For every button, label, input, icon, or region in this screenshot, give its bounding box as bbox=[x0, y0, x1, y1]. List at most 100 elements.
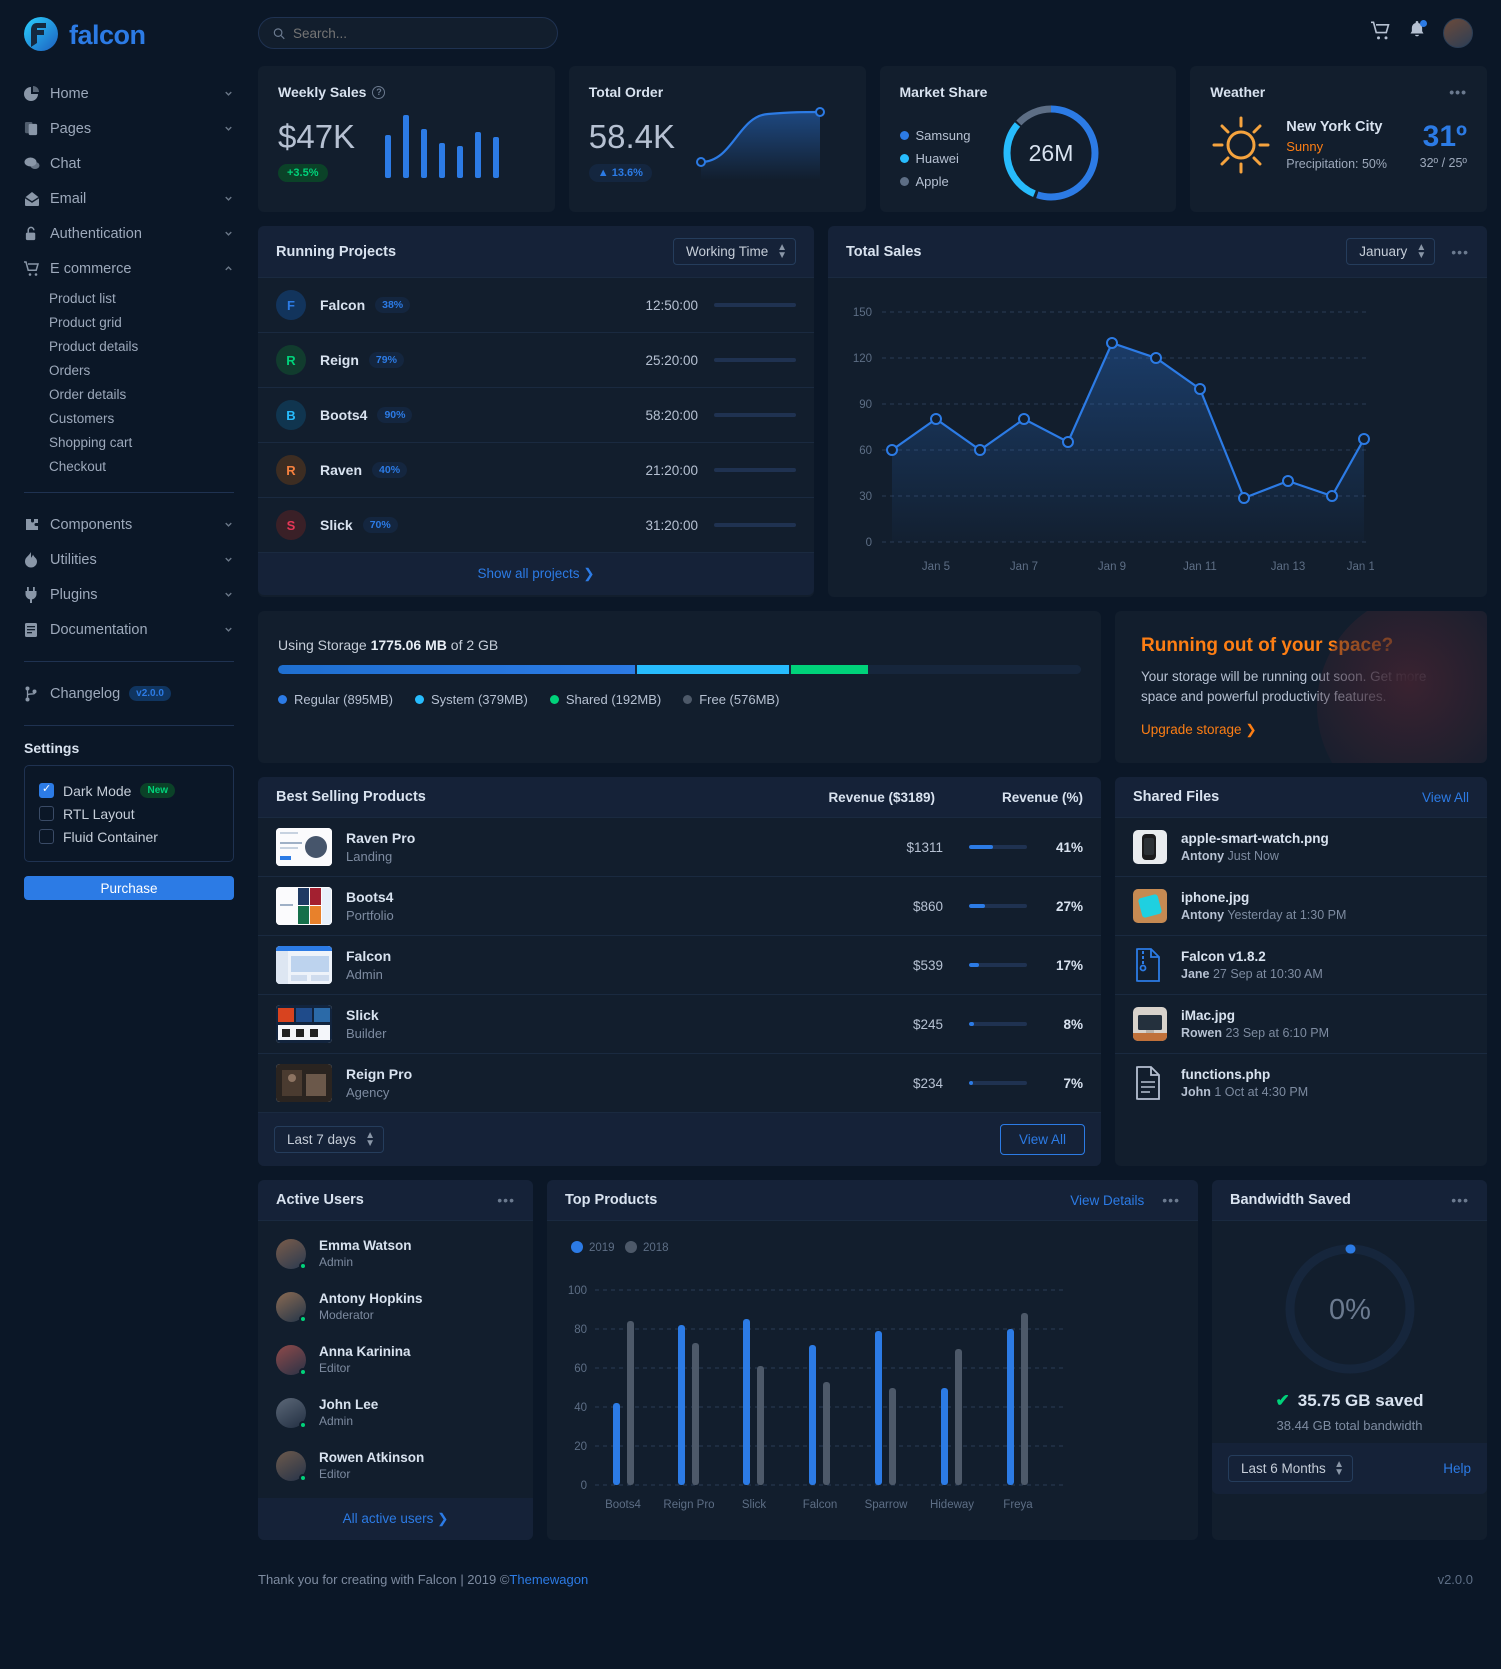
sidebar-subitem-orders[interactable]: Orders bbox=[49, 362, 91, 378]
month-filter[interactable]: January ▲ ▼ bbox=[1346, 238, 1436, 265]
setting-fluid-container[interactable]: Fluid Container bbox=[39, 825, 219, 848]
bandwidth-range-filter[interactable]: Last 6 Months ▲ ▼ bbox=[1228, 1455, 1353, 1483]
table-row[interactable]: Falcon Admin $539 17% bbox=[258, 936, 1101, 996]
month-select[interactable]: January bbox=[1346, 238, 1436, 265]
list-item[interactable]: iphone.jpg Antony Yesterday at 1:30 PM bbox=[1115, 877, 1487, 937]
view-details-link[interactable]: View Details bbox=[1070, 1192, 1145, 1208]
upgrade-storage-link[interactable]: Upgrade storage ❯ bbox=[1141, 722, 1257, 738]
show-all-projects-link[interactable]: Show all projects ❯ bbox=[477, 566, 595, 581]
cart-icon[interactable] bbox=[1371, 20, 1391, 46]
sidebar-item-home[interactable]: Home bbox=[24, 76, 234, 111]
checkbox-checked-icon[interactable] bbox=[39, 782, 54, 798]
setting-rtl-layout[interactable]: RTL Layout bbox=[39, 802, 219, 825]
project-avatar: B bbox=[276, 400, 306, 430]
checkbox-icon[interactable] bbox=[39, 806, 54, 821]
branch-icon bbox=[24, 686, 50, 702]
active-users-menu-icon[interactable]: ••• bbox=[497, 1192, 515, 1209]
themewagon-link[interactable]: Themewagon bbox=[509, 1572, 589, 1588]
date-range-select[interactable]: Last 7 days bbox=[274, 1126, 384, 1154]
sidebar-subitem-checkout[interactable]: Checkout bbox=[49, 458, 107, 474]
table-row[interactable]: Boots4 Portfolio $860 27% bbox=[258, 877, 1101, 937]
list-item[interactable]: Emma Watson Admin bbox=[258, 1227, 533, 1280]
avatar[interactable] bbox=[1443, 18, 1473, 48]
sidebar-item-ecommerce[interactable]: E commerce bbox=[24, 251, 234, 286]
sidebar-subitem-shopping-cart[interactable]: Shopping cart bbox=[49, 434, 133, 450]
sidebar-item-utilities[interactable]: Utilities bbox=[24, 542, 234, 577]
table-row[interactable]: R Raven 40% 21:20:00 bbox=[258, 443, 814, 498]
sidebar-item-email[interactable]: Email bbox=[24, 181, 234, 216]
help-icon[interactable]: ? bbox=[372, 85, 386, 99]
weather-menu-icon[interactable]: ••• bbox=[1449, 84, 1467, 100]
purchase-button[interactable]: Purchase bbox=[24, 876, 234, 900]
y-tick-90: 90 bbox=[859, 399, 872, 411]
file-owner: Jane bbox=[1181, 967, 1210, 982]
running-projects-card: Running Projects Working Time ▲ ▼ F Falco… bbox=[258, 226, 814, 597]
search-input[interactable] bbox=[293, 25, 543, 41]
setting-label: Dark Mode bbox=[63, 782, 132, 799]
sidebar-subitem-order-details[interactable]: Order details bbox=[49, 386, 127, 402]
progress-bar bbox=[714, 358, 796, 362]
sidebar-item-pages[interactable]: Pages bbox=[24, 111, 234, 146]
list-item[interactable]: Antony Hopkins Moderator bbox=[258, 1280, 533, 1333]
checkbox-icon[interactable] bbox=[39, 829, 54, 844]
list-item[interactable]: Rowen Atkinson Editor bbox=[258, 1439, 533, 1492]
table-row[interactable]: F Falcon 38% 12:50:00 bbox=[258, 278, 814, 333]
sidebar-subitem-product-list[interactable]: Product list bbox=[49, 290, 116, 306]
user-role: Admin bbox=[319, 1414, 354, 1429]
working-time-select[interactable]: Working Time bbox=[673, 238, 796, 265]
sidebar-item-components[interactable]: Components bbox=[24, 507, 234, 542]
table-row[interactable]: B Boots4 90% 58:20:00 bbox=[258, 388, 814, 443]
sidebar-item-authentication[interactable]: Authentication bbox=[24, 216, 234, 251]
table-row[interactable]: Reign Pro Agency $234 7% bbox=[258, 1054, 1101, 1114]
sidebar-subitem-product-details[interactable]: Product details bbox=[49, 338, 139, 354]
sidebar-subitem-product-grid[interactable]: Product grid bbox=[49, 314, 122, 330]
shared-files-view-all-link[interactable]: View All bbox=[1421, 789, 1469, 805]
x-tick-sparrow: Sparrow bbox=[865, 1499, 909, 1511]
table-row[interactable]: R Reign 79% 25:20:00 bbox=[258, 333, 814, 388]
table-row[interactable]: Raven Pro Landing $1311 41% bbox=[258, 818, 1101, 878]
help-link[interactable]: Help bbox=[1443, 1461, 1471, 1477]
setting-dark-mode[interactable]: Dark Mode New bbox=[39, 779, 219, 802]
date-range-filter[interactable]: Last 7 days ▲ ▼ bbox=[274, 1126, 384, 1154]
top-products-menu-icon[interactable]: ••• bbox=[1162, 1192, 1180, 1209]
boots4-thumb bbox=[276, 887, 332, 926]
list-item[interactable]: apple-smart-watch.png Antony Just Now bbox=[1115, 818, 1487, 878]
bell-icon[interactable] bbox=[1408, 20, 1427, 45]
file-time: 23 Sep at 6:10 PM bbox=[1225, 1026, 1330, 1041]
file-meta: Antony Just Now bbox=[1181, 849, 1469, 863]
sidebar-item-chat[interactable]: Chat bbox=[24, 146, 234, 181]
brand-logo-area[interactable]: falcon bbox=[0, 0, 258, 76]
list-item[interactable]: iMac.jpg Rowen 23 Sep at 6:10 PM bbox=[1115, 995, 1487, 1055]
working-time-filter[interactable]: Working Time ▲ ▼ bbox=[673, 238, 796, 265]
list-item[interactable]: Falcon v1.8.2 Jane 27 Sep at 10:30 AM bbox=[1115, 936, 1487, 996]
all-active-users-link[interactable]: All active users ❯ bbox=[342, 1511, 449, 1527]
active-users-list: Emma Watson Admin Antony Hopkins Moderat… bbox=[258, 1221, 533, 1498]
bandwidth-range-select[interactable]: Last 6 Months bbox=[1228, 1455, 1353, 1483]
legend-dot-huawei bbox=[899, 153, 909, 163]
sidebar-item-documentation[interactable]: Documentation bbox=[24, 612, 234, 647]
table-row[interactable]: S Slick 70% 31:20:00 bbox=[258, 498, 814, 553]
view-all-button[interactable]: View All bbox=[999, 1124, 1085, 1156]
sidebar-item-changelog[interactable]: Changelog v2.0.0 bbox=[24, 676, 234, 711]
list-item[interactable]: John Lee Admin bbox=[258, 1386, 533, 1439]
active-users-card: Active Users ••• Emma Watson Admin Anton… bbox=[258, 1180, 533, 1541]
table-row[interactable]: Slick Builder $245 8% bbox=[258, 995, 1101, 1055]
image-thumb-iphone bbox=[1133, 889, 1167, 924]
sidebar-subitem-customers[interactable]: Customers bbox=[49, 410, 115, 426]
weather-precipitation: Precipitation: 50% bbox=[1286, 157, 1388, 171]
sidebar-item-plugins[interactable]: Plugins bbox=[24, 577, 234, 612]
list-item[interactable]: functions.php John 1 Oct at 4:30 PM bbox=[1115, 1054, 1487, 1112]
total-sales-menu-icon[interactable]: ••• bbox=[1451, 243, 1469, 260]
bandwidth-total: 38.44 GB total bandwidth bbox=[1276, 1418, 1423, 1434]
sidebar-divider bbox=[24, 492, 234, 493]
bandwidth-menu-icon[interactable]: ••• bbox=[1451, 1192, 1469, 1209]
search-box[interactable] bbox=[258, 17, 558, 49]
bandwidth-saved-row: ✔ 35.75 GB saved bbox=[1276, 1391, 1424, 1411]
best-selling-footer: Last 7 days ▲ ▼ View All bbox=[258, 1113, 1101, 1167]
list-item[interactable]: Anna Karinina Editor bbox=[258, 1333, 533, 1386]
file-name: functions.php bbox=[1181, 1067, 1271, 1083]
user-name: Anna Karinina bbox=[319, 1344, 411, 1360]
project-percent: 40% bbox=[372, 462, 408, 478]
segment-regular bbox=[278, 665, 636, 674]
legend-dot-apple bbox=[899, 176, 909, 186]
